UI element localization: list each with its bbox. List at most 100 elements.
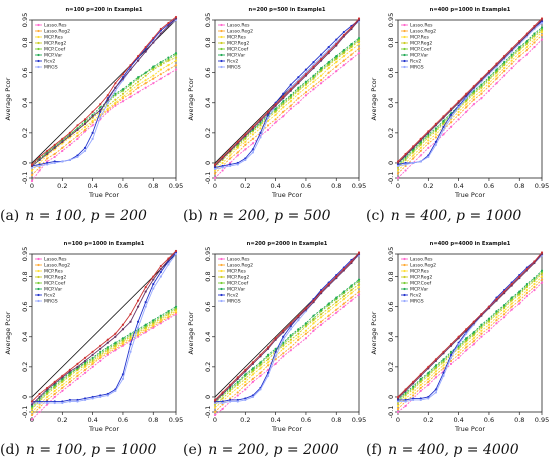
data-point bbox=[121, 92, 125, 95]
data-point bbox=[396, 404, 400, 408]
data-point bbox=[114, 94, 117, 97]
data-point bbox=[419, 397, 422, 400]
data-point bbox=[121, 323, 125, 326]
data-point bbox=[61, 383, 64, 387]
series-line bbox=[214, 43, 360, 171]
x-tick-label: 0.95 bbox=[352, 416, 366, 424]
legend-label: Lasso.Res bbox=[410, 257, 433, 263]
data-point bbox=[495, 310, 498, 313]
data-point bbox=[465, 337, 468, 340]
data-point bbox=[61, 160, 64, 163]
data-point bbox=[289, 341, 292, 344]
y-axis-label: Average Pcor bbox=[4, 77, 12, 120]
y-tick-label: 0 bbox=[204, 395, 212, 399]
data-point bbox=[274, 347, 277, 350]
series-line bbox=[31, 16, 177, 165]
y-tick-label: -0.1 bbox=[204, 172, 212, 185]
data-point bbox=[144, 50, 147, 53]
data-point bbox=[480, 335, 483, 338]
data-point bbox=[342, 30, 345, 34]
data-point bbox=[297, 97, 300, 100]
data-point bbox=[114, 347, 117, 350]
y-axis-label: Average Pcor bbox=[187, 311, 195, 354]
data-point bbox=[282, 100, 285, 103]
data-point bbox=[129, 313, 132, 316]
series-line bbox=[214, 18, 360, 165]
legend-label: MCP.Reg2 bbox=[227, 41, 249, 47]
data-point bbox=[282, 95, 285, 98]
chart-title: n=100 p=1000 in Example1 bbox=[64, 241, 145, 247]
data-point bbox=[297, 335, 300, 338]
data-point bbox=[114, 341, 117, 344]
data-point bbox=[144, 329, 147, 332]
data-point bbox=[91, 365, 94, 368]
data-point bbox=[229, 400, 232, 403]
data-point bbox=[61, 149, 64, 153]
data-point bbox=[159, 61, 162, 64]
data-point bbox=[442, 364, 445, 367]
y-tick-label: 0.95 bbox=[204, 13, 212, 27]
data-point bbox=[38, 403, 41, 406]
data-point bbox=[396, 400, 400, 403]
y-tick-label: 0 bbox=[21, 395, 29, 399]
x-tick-label: 0.4 bbox=[87, 416, 97, 424]
data-point bbox=[540, 27, 544, 31]
data-point bbox=[533, 289, 536, 292]
legend-label: Lasso.Res bbox=[44, 23, 67, 29]
data-point bbox=[350, 284, 353, 287]
data-point bbox=[282, 101, 285, 104]
data-point bbox=[53, 395, 56, 399]
data-point bbox=[121, 340, 125, 343]
data-point bbox=[297, 80, 300, 83]
data-point bbox=[457, 100, 460, 103]
series-line bbox=[31, 310, 177, 413]
data-point bbox=[68, 158, 71, 162]
data-point bbox=[129, 332, 132, 335]
x-tick-label: 0.95 bbox=[169, 416, 183, 424]
data-point bbox=[61, 389, 64, 393]
legend-label: MRGS bbox=[44, 299, 58, 305]
data-point bbox=[114, 335, 117, 338]
data-point bbox=[91, 110, 94, 113]
data-point bbox=[357, 279, 361, 283]
data-point bbox=[244, 397, 247, 400]
chart-title: n=400 p=4000 in Example1 bbox=[430, 241, 511, 247]
data-point bbox=[540, 21, 544, 25]
data-point bbox=[129, 335, 132, 338]
data-point bbox=[99, 352, 102, 355]
y-tick-label: -0.1 bbox=[21, 172, 29, 185]
data-point bbox=[525, 32, 528, 35]
data-point bbox=[289, 346, 292, 349]
data-point bbox=[152, 320, 155, 323]
data-point bbox=[457, 350, 460, 353]
data-point bbox=[266, 355, 270, 358]
data-point bbox=[53, 146, 56, 150]
data-point bbox=[289, 349, 292, 352]
data-point bbox=[297, 86, 300, 89]
data-point bbox=[144, 305, 147, 308]
data-point bbox=[449, 353, 453, 356]
data-point bbox=[480, 89, 483, 92]
data-point bbox=[465, 349, 468, 352]
data-point bbox=[38, 161, 41, 165]
data-point bbox=[236, 391, 239, 394]
data-point bbox=[137, 320, 140, 323]
data-point bbox=[419, 383, 422, 387]
data-point bbox=[320, 323, 323, 326]
data-point bbox=[159, 270, 162, 274]
data-point bbox=[434, 358, 437, 361]
caption-expr: n = 400, p = 4000 bbox=[388, 442, 519, 458]
data-point bbox=[434, 370, 437, 373]
legend-label: Lasso.Res bbox=[44, 257, 67, 263]
data-point bbox=[83, 368, 87, 371]
data-point bbox=[350, 260, 353, 263]
legend-marker bbox=[37, 65, 40, 69]
data-point bbox=[350, 53, 353, 56]
data-point bbox=[68, 398, 71, 402]
series-line bbox=[397, 31, 543, 171]
y-tick-label: 0.6 bbox=[21, 301, 29, 311]
legend-label: MCP.Reg2 bbox=[410, 41, 432, 47]
data-point bbox=[167, 64, 170, 67]
data-point bbox=[244, 140, 247, 143]
data-point bbox=[53, 392, 56, 396]
